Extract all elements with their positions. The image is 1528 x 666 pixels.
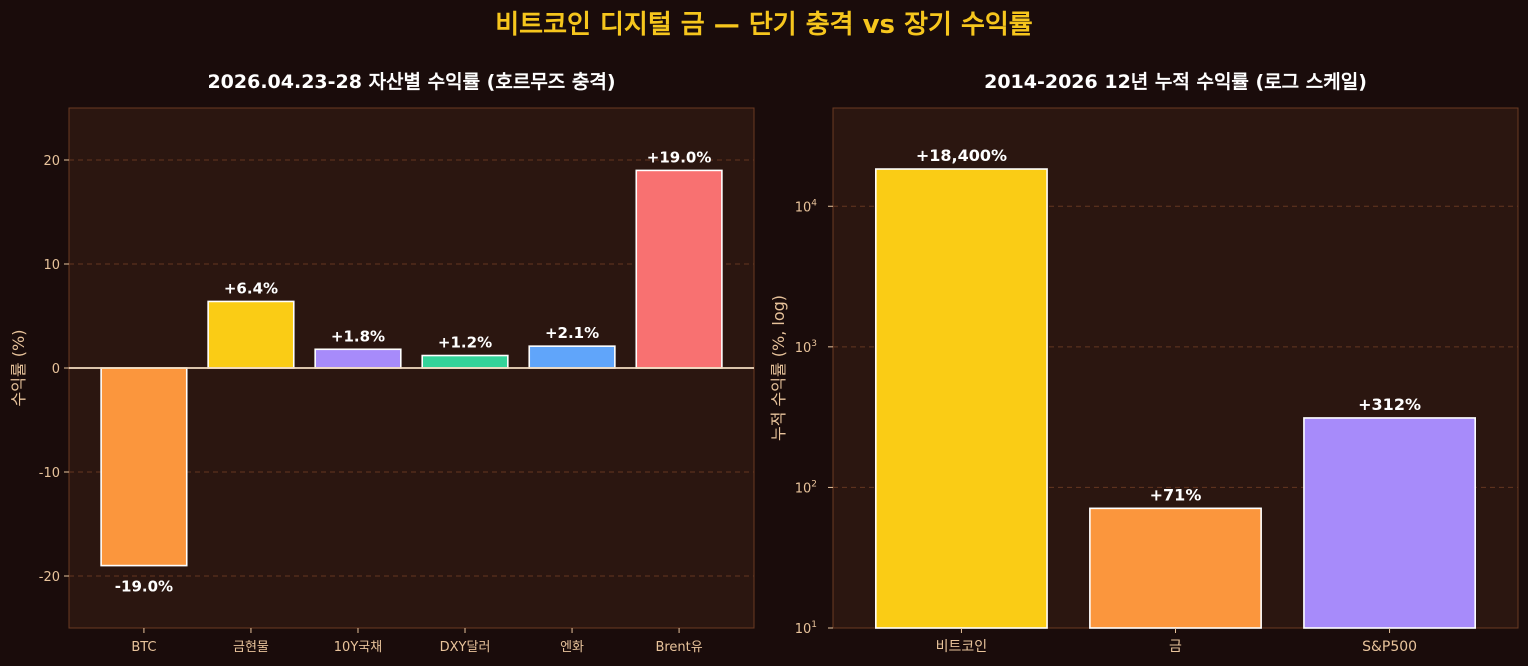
bar-value-label: +1.8% bbox=[331, 327, 385, 345]
y-tick-label: -10 bbox=[39, 466, 60, 481]
bar-1 bbox=[875, 168, 1048, 629]
bar-value-label: -19.0% bbox=[115, 578, 173, 596]
chart-left: 2026.04.23-28 자산별 수익률 (호르무즈 충격) -20 -10 0 10… bbox=[9, 71, 755, 655]
x-tick-label: 비트코인 bbox=[936, 639, 988, 655]
x-tick-label: 엔화 bbox=[560, 640, 584, 655]
bar-5 bbox=[528, 345, 616, 369]
bar-value-label: +312% bbox=[1358, 395, 1421, 414]
bar-value-label: +1.2% bbox=[438, 334, 492, 352]
bar-2 bbox=[207, 300, 295, 369]
bar-3 bbox=[1303, 417, 1476, 629]
y-tick-label: 20 bbox=[43, 154, 60, 169]
bar-value-label: +19.0% bbox=[647, 148, 712, 166]
bar-1 bbox=[100, 367, 188, 567]
chart-right: 2014-2026 12년 누적 수익률 (로그 스케일) 101 102 103 10… bbox=[769, 71, 1519, 655]
x-tick-label: 금 bbox=[1169, 639, 1182, 655]
y-axis-label: 누적 수익률 (%, log) bbox=[769, 295, 788, 441]
figure-title: 비트코인 디지털 금 — 단기 충격 vs 장기 수익률 bbox=[495, 10, 1033, 40]
y-tick-label: 10 bbox=[43, 258, 60, 273]
y-tick-label: 102 bbox=[795, 479, 817, 496]
bar-6 bbox=[635, 169, 723, 369]
y-tick-label: 101 bbox=[795, 620, 817, 637]
bar-4 bbox=[421, 354, 509, 369]
x-tick-label: 금현물 bbox=[233, 640, 269, 655]
x-tick-label: BTC bbox=[131, 640, 156, 655]
bar-value-label: +6.4% bbox=[224, 279, 278, 297]
bar-2 bbox=[1089, 507, 1262, 629]
x-tick-label: 10Y국채 bbox=[334, 640, 382, 655]
x-tick-label: S&P500 bbox=[1362, 639, 1417, 655]
y-tick-label: 103 bbox=[795, 339, 817, 356]
bar-value-label: +2.1% bbox=[545, 324, 599, 342]
chart-title: 2026.04.23-28 자산별 수익률 (호르무즈 충격) bbox=[207, 71, 615, 93]
bar-3 bbox=[314, 348, 402, 369]
y-tick-label: 0 bbox=[52, 362, 60, 377]
y-tick-label: -20 bbox=[39, 570, 60, 585]
bar-value-label: +18,400% bbox=[916, 146, 1007, 165]
chart-title: 2014-2026 12년 누적 수익률 (로그 스케일) bbox=[984, 71, 1367, 93]
x-tick-label: DXY달러 bbox=[440, 640, 491, 655]
y-axis-label: 수익률 (%) bbox=[9, 330, 28, 407]
x-tick-label: Brent유 bbox=[655, 640, 702, 655]
y-tick-label: 104 bbox=[795, 198, 818, 215]
bar-value-label: +71% bbox=[1150, 485, 1202, 504]
